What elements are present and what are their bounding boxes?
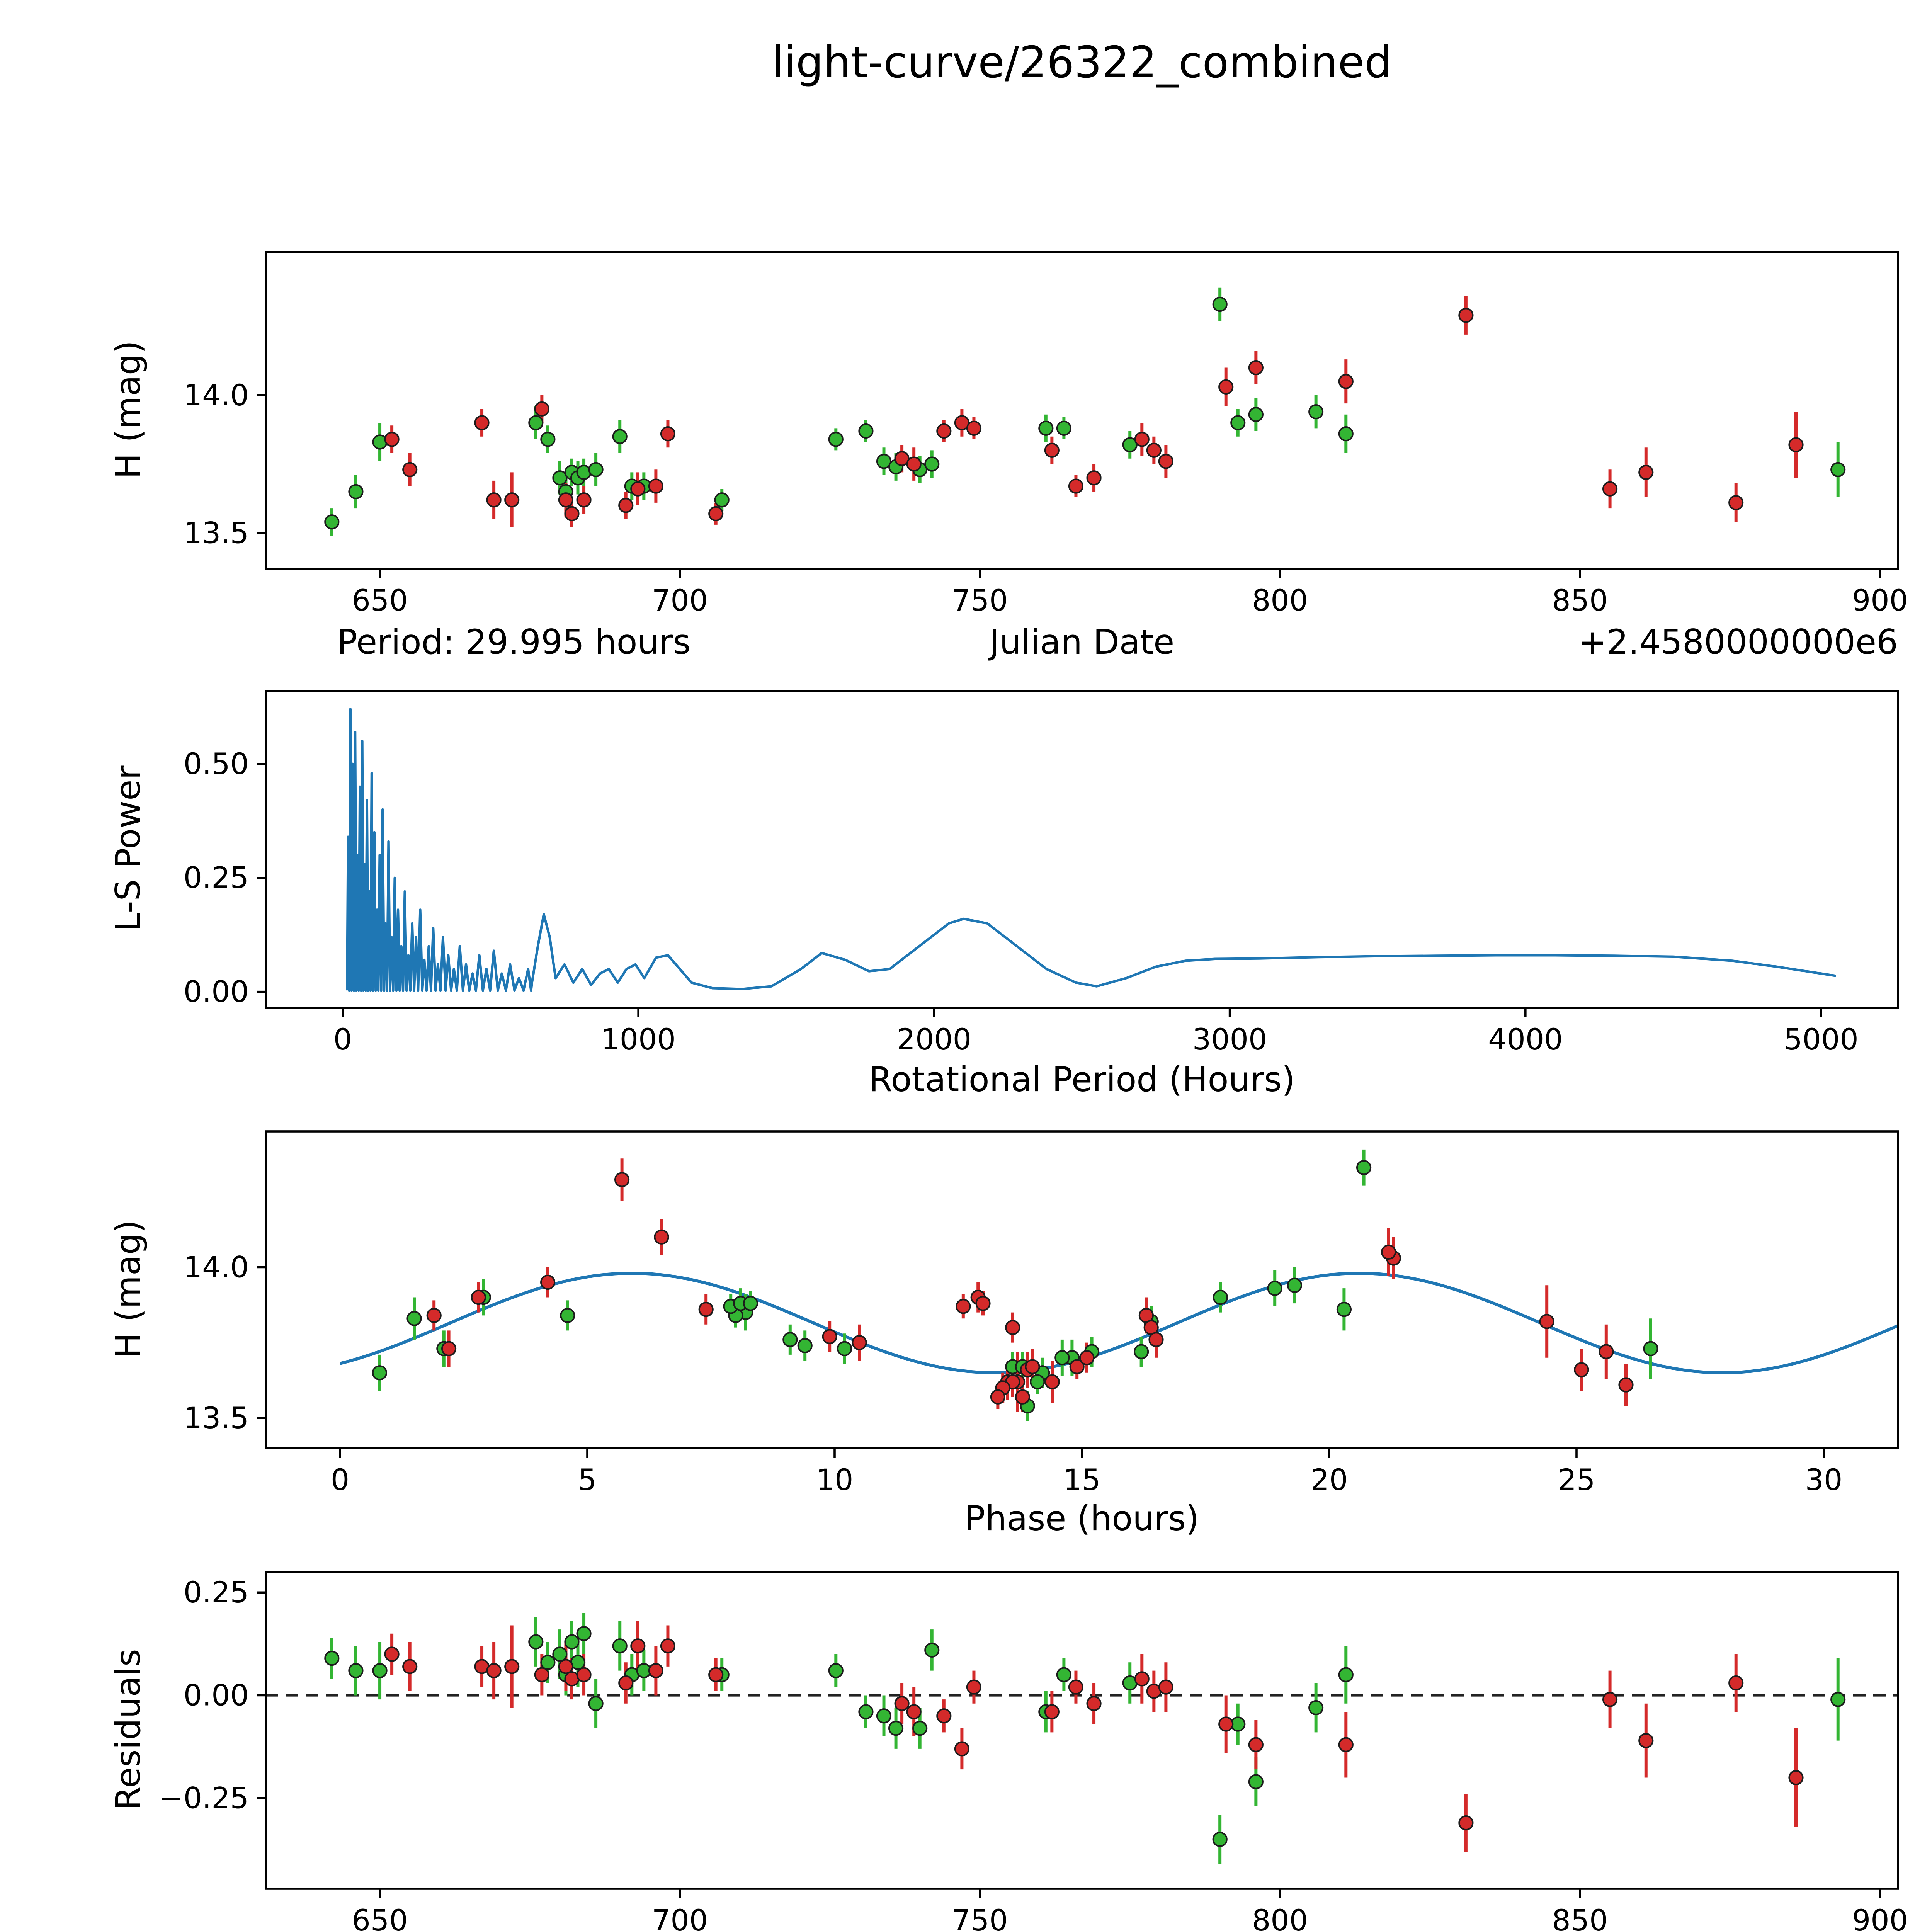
svg-text:900: 900 [1852, 583, 1908, 617]
panel2-ylabel: L-S Power [111, 765, 149, 932]
svg-text:700: 700 [652, 583, 708, 617]
svg-text:25: 25 [1558, 1463, 1595, 1497]
svg-text:30: 30 [1805, 1463, 1843, 1497]
svg-text:13.5: 13.5 [184, 515, 249, 550]
svg-text:750: 750 [952, 1903, 1008, 1932]
svg-text:−0.25: −0.25 [159, 1781, 249, 1815]
svg-text:900: 900 [1852, 1903, 1908, 1932]
svg-text:0.00: 0.00 [184, 1678, 249, 1712]
svg-text:13.5: 13.5 [184, 1401, 249, 1435]
svg-text:14.0: 14.0 [184, 1250, 249, 1284]
svg-text:650: 650 [352, 583, 408, 617]
svg-text:0: 0 [331, 1463, 349, 1497]
panel1-axis-offset-label: +2.4580000000e6 [1578, 624, 1898, 663]
panel2-xlabel: Rotational Period (Hours) [869, 1062, 1295, 1100]
svg-text:800: 800 [1252, 1903, 1308, 1932]
svg-text:0: 0 [333, 1022, 352, 1056]
svg-text:0.00: 0.00 [184, 975, 249, 1009]
panel1-xlabel: Julian Date [989, 624, 1175, 663]
figure-title: light-curve/26322_combined [772, 37, 1392, 88]
panel1-period-annotation: Period: 29.995 hours [337, 624, 691, 663]
svg-text:700: 700 [652, 1903, 708, 1932]
svg-text:5: 5 [578, 1463, 597, 1497]
svg-text:0.50: 0.50 [184, 747, 249, 781]
svg-text:4000: 4000 [1488, 1022, 1563, 1056]
panel3-xlabel: Phase (hours) [964, 1501, 1199, 1539]
svg-text:3000: 3000 [1192, 1022, 1267, 1056]
svg-text:2000: 2000 [897, 1022, 971, 1056]
svg-text:850: 850 [1552, 583, 1608, 617]
panel1-ylabel: H (mag) [111, 340, 149, 479]
svg-text:10: 10 [816, 1463, 854, 1497]
svg-text:1000: 1000 [601, 1022, 675, 1056]
svg-text:20: 20 [1311, 1463, 1348, 1497]
svg-text:750: 750 [952, 583, 1008, 617]
svg-text:15: 15 [1063, 1463, 1101, 1497]
svg-text:0.25: 0.25 [184, 861, 249, 895]
svg-text:800: 800 [1252, 583, 1308, 617]
svg-text:0.25: 0.25 [184, 1575, 249, 1609]
svg-text:650: 650 [352, 1903, 408, 1932]
svg-text:14.0: 14.0 [184, 378, 249, 412]
panel4-ylabel: Residuals [111, 1649, 149, 1810]
panel3-ylabel: H (mag) [111, 1219, 149, 1359]
svg-text:5000: 5000 [1784, 1022, 1858, 1056]
svg-text:850: 850 [1552, 1903, 1608, 1932]
